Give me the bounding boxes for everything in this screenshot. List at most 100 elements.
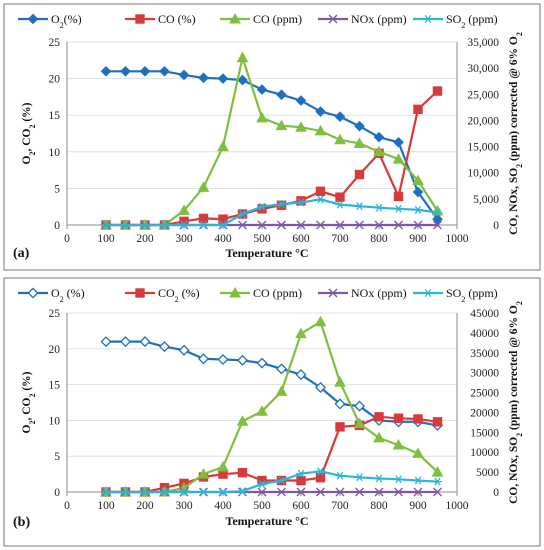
data-point [277,487,286,497]
legend-label: NOx (ppm) [351,286,407,300]
x-tick-label: 100 [97,500,115,512]
y-left-tick-label: 25 [49,37,61,49]
legend-item: CO (ppm) [220,286,302,300]
legend: O2(%) CO (%) CO (ppm) NOx (ppm) SO2 (ppm) [18,12,498,30]
data-point [433,487,442,497]
data-point [275,385,288,396]
chart-panel-b: 0510152025050001000015000200002500030000… [3,277,541,547]
y-left-tick-label: 5 [54,451,60,463]
series-line [106,198,438,227]
data-point [353,417,366,429]
y-right-axis-title: CO, NOx, SO2 (ppm) corrected @ 6% O2 [508,301,524,504]
y-left-tick-label: 0 [54,220,60,232]
legend-label: CO2 (%) [158,286,200,304]
data-point [217,460,229,472]
data-point [296,220,306,230]
data-point [316,195,325,204]
data-point [316,467,325,476]
y-right-tick-label: 20,000 [467,115,499,127]
legend-marker [328,288,338,298]
data-point [296,475,306,486]
x-tick-label: 300 [175,500,193,512]
data-point [237,74,248,86]
series-co2 [101,412,443,497]
legend-item: O2(%) [18,12,82,30]
data-point [277,220,286,230]
data-point [413,487,423,497]
data-point [296,487,306,497]
data-point [374,220,384,230]
data-point [178,69,190,81]
y-right-tick-label: 0 [493,220,499,232]
y-right-tick-label: 10000 [470,447,499,459]
data-point [199,221,208,229]
data-point [413,414,423,424]
data-point [218,214,228,224]
data-point [236,354,249,366]
data-point [373,131,385,143]
legend-marker [27,13,39,25]
data-point [178,204,190,215]
data-point [412,186,424,198]
data-point [218,221,228,229]
data-point [256,111,268,123]
data-point [393,413,404,423]
data-point [335,192,345,202]
y-left-tick-label: 10 [49,415,61,427]
legend-marker [135,288,145,298]
data-point [335,422,345,432]
y-left-tick-label: 15 [49,380,61,392]
series-so2-ppm [101,195,442,229]
series-line [106,53,439,227]
data-point [197,181,210,192]
y-left-axis-title: O2, CO2 (%) [21,102,37,164]
data-point [179,221,189,229]
series-line [106,415,438,494]
y-right-tick-label: 35000 [470,348,499,360]
y-right-tick-label: 20000 [470,407,499,419]
y-right-axis-title: CO, NOx, SO2 (ppm) corrected @ 6% O2 [508,32,524,235]
x-tick-label: 800 [370,500,388,512]
series-so2-ppm [101,467,442,496]
y-left-tick-label: 5 [54,183,60,195]
y-right-tick-label: 45000 [470,308,499,320]
x-tick-label: 200 [136,233,154,245]
series-o2 [100,336,444,431]
panel-label: (b) [13,515,30,530]
x-axis-title: Temperature °C [225,246,308,260]
legend-marker [229,286,241,298]
data-point [121,221,130,229]
data-point [316,220,325,230]
x-tick-label: 200 [136,500,154,512]
data-point [198,213,209,224]
data-point [119,336,132,348]
data-point [394,475,403,484]
legend-label: O2 (%) [51,286,85,304]
data-point [393,191,404,202]
legend-marker [229,12,241,24]
y-left-tick-label: 15 [49,110,61,122]
x-tick-label: 700 [331,500,349,512]
data-point [140,221,150,229]
data-point [218,488,228,496]
data-point [373,145,385,157]
data-point [179,488,189,496]
data-point [373,431,385,443]
data-point [394,220,403,230]
y-left-tick-label: 20 [49,74,61,86]
data-point [433,477,442,486]
data-point [394,487,403,497]
data-point [433,208,442,217]
data-point [100,336,112,348]
legend-marker [135,14,145,24]
legend-item: CO2 (%) [125,286,200,304]
data-point [334,376,346,387]
y-right-tick-label: 0 [493,487,499,499]
data-point [374,487,384,497]
y-right-tick-label: 5000 [476,467,499,479]
panel-frame [3,277,541,547]
legend-label: NOx (ppm) [351,12,407,26]
data-point [120,65,131,77]
legend-marker [27,287,39,299]
